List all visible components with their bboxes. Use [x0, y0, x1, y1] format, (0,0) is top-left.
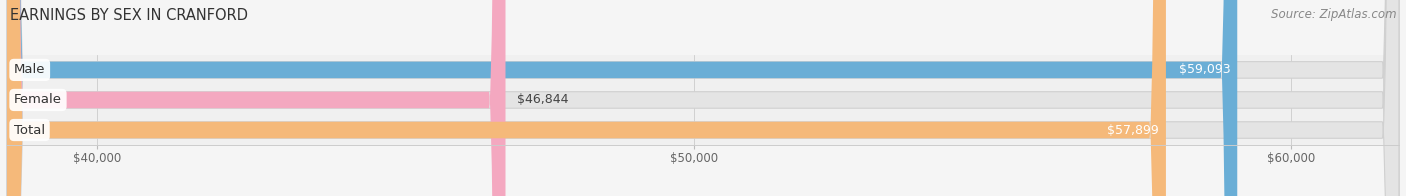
FancyBboxPatch shape	[7, 0, 1399, 196]
FancyBboxPatch shape	[7, 0, 1399, 196]
Text: Source: ZipAtlas.com: Source: ZipAtlas.com	[1271, 8, 1396, 21]
FancyBboxPatch shape	[7, 0, 1166, 196]
FancyBboxPatch shape	[7, 0, 506, 196]
Text: $57,899: $57,899	[1107, 123, 1159, 136]
FancyBboxPatch shape	[7, 0, 1399, 196]
Text: Total: Total	[14, 123, 45, 136]
FancyBboxPatch shape	[7, 0, 1237, 196]
Text: Female: Female	[14, 93, 62, 106]
Text: $46,844: $46,844	[516, 93, 568, 106]
Text: Male: Male	[14, 64, 45, 76]
Text: $59,093: $59,093	[1178, 64, 1230, 76]
Text: EARNINGS BY SEX IN CRANFORD: EARNINGS BY SEX IN CRANFORD	[10, 8, 247, 23]
